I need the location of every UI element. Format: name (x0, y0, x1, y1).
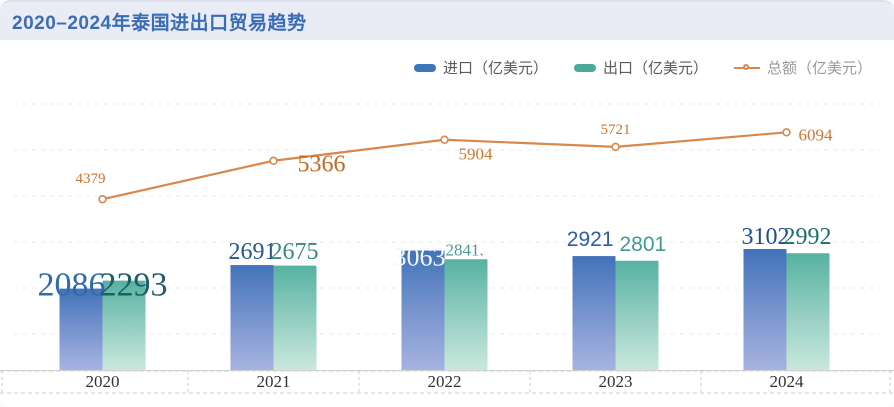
total-label-2022: 5904 (459, 145, 494, 164)
total-point-2021 (269, 156, 278, 165)
legend-item-import[interactable]: 进口（亿美元） (413, 57, 548, 78)
legend-label-export: 出口（亿美元） (602, 60, 708, 77)
legend-item-total[interactable]: 总额（亿美元） (733, 57, 872, 78)
bar-label-import-2024: 3102 (742, 224, 790, 250)
total-label-2024: 6094 (799, 125, 834, 144)
legend-label-total: 总额（亿美元） (766, 60, 872, 77)
legend-bar-swatch-export (573, 63, 596, 72)
legend-label-import: 进口（亿美元） (442, 60, 548, 77)
total-point-2023 (611, 142, 620, 152)
bar-import-2024 (743, 249, 787, 370)
total-label-2020: 4379 (76, 171, 106, 187)
bar-import-2022 (401, 250, 445, 370)
bar-label-import-2020: 2086 (38, 267, 106, 304)
bar-label-export-2021: 2675 (271, 239, 319, 265)
x-axis-label-2024: 2024 (770, 372, 805, 391)
legend-line-swatch-total (733, 63, 760, 70)
bar-import-2020 (59, 288, 103, 370)
bar-export-2022 (444, 259, 488, 370)
chart-legend: 进口（亿美元） 出口（亿美元） 总额（亿美元） (413, 57, 872, 78)
total-point-2024 (782, 128, 791, 137)
bar-export-2023 (615, 260, 659, 370)
bar-label-import-2021: 2691 (229, 239, 277, 265)
bar-import-2021 (230, 265, 274, 370)
bar-label-export-2023: 2801 (620, 233, 667, 256)
bar-label-import-2022: 3063 (394, 243, 446, 272)
bar-label-export-2022: 2841. (446, 241, 484, 260)
total-point-2020 (98, 195, 107, 204)
bar-import-2023 (572, 256, 616, 370)
legend-bar-swatch-import (413, 63, 436, 72)
x-axis-label-2023: 2023 (599, 372, 633, 391)
x-axis-label-2022: 2022 (428, 372, 462, 391)
total-label-2023: 5721 (601, 122, 631, 138)
legend-item-export[interactable]: 出口（亿美元） (573, 57, 708, 78)
bar-label-import-2023: 2921 (567, 228, 614, 251)
x-axis-label-2021: 2021 (257, 372, 291, 391)
total-point-2022 (440, 135, 449, 144)
bar-export-2021 (273, 265, 317, 370)
bar-label-export-2024: 2992 (784, 224, 832, 250)
x-axis-label-2020: 2020 (86, 372, 120, 391)
bar-export-2024 (786, 253, 830, 370)
chart-title: 2020–2024年泰国进出口贸易趋势 (12, 12, 307, 34)
chart-header: 2020–2024年泰国进出口贸易趋势 (0, 0, 894, 40)
bar-label-export-2020: 2293 (100, 267, 168, 304)
total-label-2021: 5366 (298, 152, 346, 178)
bar-export-2020 (102, 280, 146, 370)
